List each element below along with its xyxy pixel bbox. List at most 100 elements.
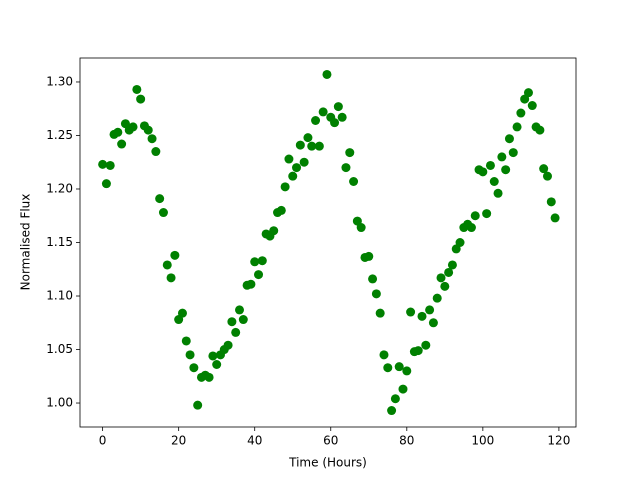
data-point bbox=[330, 118, 340, 128]
data-point bbox=[136, 94, 146, 104]
data-point bbox=[341, 163, 351, 173]
data-point bbox=[512, 122, 522, 132]
data-point bbox=[394, 362, 404, 372]
plot-frame bbox=[79, 57, 577, 428]
data-point bbox=[98, 159, 108, 169]
data-point bbox=[349, 176, 359, 186]
data-point bbox=[235, 305, 245, 315]
data-point bbox=[189, 363, 199, 373]
data-point bbox=[345, 148, 355, 158]
data-point bbox=[390, 394, 400, 404]
data-point bbox=[113, 127, 123, 137]
data-point bbox=[478, 167, 488, 177]
data-point bbox=[425, 305, 435, 315]
data-point bbox=[299, 157, 309, 167]
data-point bbox=[482, 209, 492, 219]
data-point bbox=[117, 139, 127, 149]
data-point bbox=[276, 205, 286, 215]
data-point bbox=[269, 226, 279, 236]
data-point bbox=[421, 340, 431, 350]
data-point bbox=[371, 289, 381, 299]
data-point bbox=[516, 108, 526, 118]
data-point bbox=[284, 154, 294, 164]
data-point bbox=[208, 351, 218, 361]
x-tick-label: 120 bbox=[547, 434, 570, 448]
data-point bbox=[307, 141, 317, 151]
y-tick-label: 1.15 bbox=[46, 235, 73, 249]
data-point bbox=[280, 182, 290, 192]
data-point bbox=[193, 400, 203, 410]
y-axis-label: Normalised Flux bbox=[19, 194, 33, 291]
data-point bbox=[250, 257, 260, 267]
data-point bbox=[337, 112, 347, 122]
y-tick-label: 1.20 bbox=[46, 181, 73, 195]
data-point bbox=[151, 147, 161, 157]
data-point bbox=[493, 188, 503, 198]
data-point bbox=[155, 194, 165, 204]
data-point bbox=[204, 372, 214, 382]
data-point bbox=[170, 250, 180, 260]
y-tick-label: 1.10 bbox=[46, 289, 73, 303]
data-point bbox=[364, 251, 374, 261]
data-point bbox=[177, 308, 187, 318]
data-point bbox=[455, 238, 465, 247]
data-point bbox=[406, 307, 416, 317]
data-point bbox=[504, 134, 514, 144]
data-point bbox=[295, 140, 305, 150]
data-point bbox=[542, 171, 552, 181]
x-tick-label: 40 bbox=[247, 434, 262, 448]
data-point bbox=[398, 384, 408, 394]
data-point bbox=[254, 270, 264, 280]
data-point bbox=[181, 336, 191, 346]
data-point bbox=[497, 152, 507, 162]
data-point bbox=[322, 69, 332, 79]
data-point bbox=[379, 350, 389, 360]
x-tick-label: 0 bbox=[99, 434, 107, 448]
data-point bbox=[227, 317, 237, 327]
x-tick-label: 20 bbox=[171, 434, 186, 448]
data-point bbox=[447, 260, 457, 270]
data-point bbox=[432, 293, 442, 303]
data-point bbox=[105, 160, 115, 170]
data-point bbox=[318, 107, 328, 117]
data-point bbox=[158, 208, 168, 218]
data-point bbox=[257, 256, 267, 266]
data-point bbox=[413, 346, 423, 356]
data-point bbox=[444, 267, 454, 277]
data-point bbox=[470, 211, 480, 221]
x-tick-label: 60 bbox=[323, 434, 338, 448]
y-tick-label: 1.30 bbox=[46, 74, 73, 88]
data-point bbox=[162, 260, 172, 270]
data-point bbox=[428, 318, 438, 328]
data-point bbox=[466, 223, 476, 233]
data-point bbox=[356, 223, 366, 233]
data-point bbox=[489, 176, 499, 186]
data-point bbox=[314, 141, 324, 151]
data-point bbox=[368, 274, 378, 284]
data-point bbox=[132, 84, 142, 94]
data-point bbox=[485, 160, 495, 170]
data-point bbox=[523, 88, 533, 98]
data-point bbox=[508, 148, 518, 158]
data-point bbox=[436, 273, 446, 283]
y-tick-label: 1.05 bbox=[46, 342, 73, 356]
data-point bbox=[246, 279, 256, 289]
data-point bbox=[387, 406, 397, 416]
data-point bbox=[383, 363, 393, 373]
data-point bbox=[231, 327, 241, 337]
data-point bbox=[440, 281, 450, 291]
data-point bbox=[128, 122, 138, 132]
data-point bbox=[238, 315, 248, 325]
data-point bbox=[333, 102, 343, 112]
data-point bbox=[223, 340, 233, 350]
data-point bbox=[101, 179, 111, 189]
data-point bbox=[143, 125, 153, 135]
data-point bbox=[501, 165, 511, 175]
data-point bbox=[147, 134, 157, 144]
x-axis-label: Time (Hours) bbox=[288, 456, 367, 470]
data-point bbox=[417, 311, 427, 321]
data-point bbox=[166, 273, 176, 283]
data-point bbox=[288, 171, 298, 181]
data-point bbox=[212, 360, 222, 370]
